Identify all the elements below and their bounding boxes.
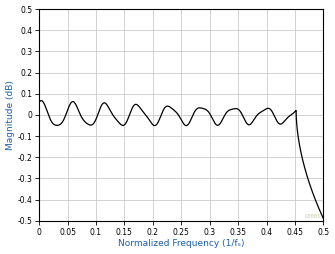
Text: C0001: C0001 bbox=[304, 214, 321, 219]
Y-axis label: Magnitude (dB): Magnitude (dB) bbox=[6, 80, 14, 150]
X-axis label: Normalized Frequency (1/fₛ): Normalized Frequency (1/fₛ) bbox=[118, 240, 245, 248]
